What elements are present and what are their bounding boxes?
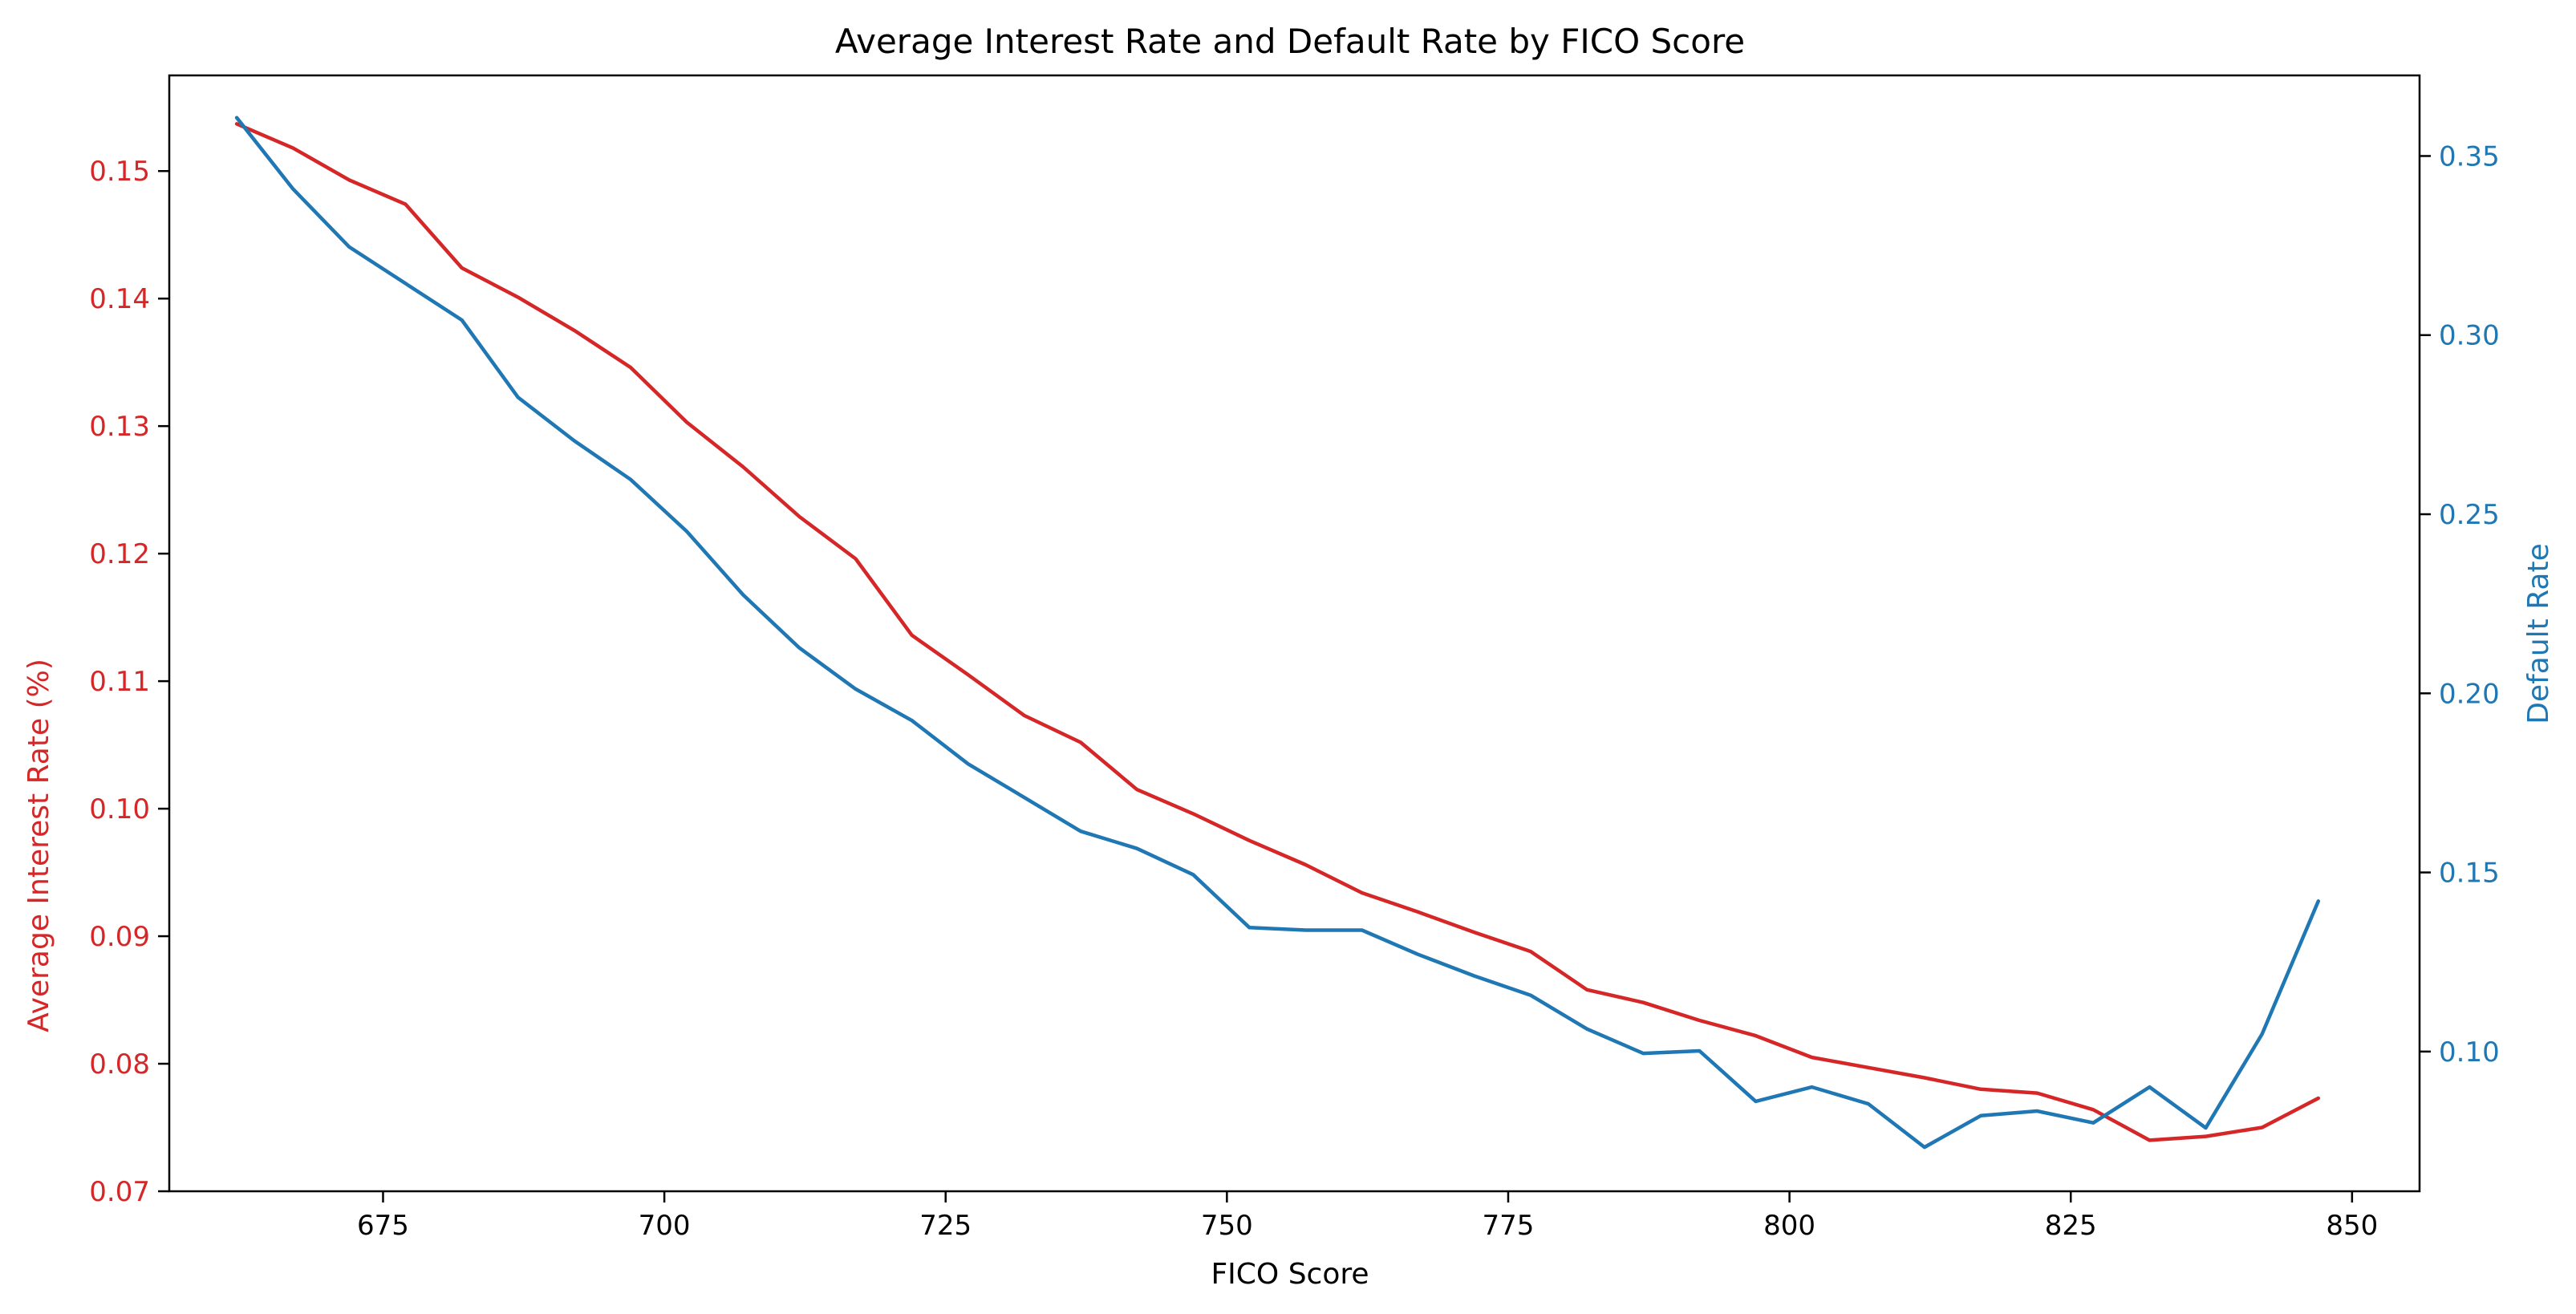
left-y-tick-label: 0.15 — [89, 156, 150, 188]
interest-rate-line — [234, 122, 2321, 1142]
x-tick-label: 825 — [2045, 1210, 2097, 1242]
left-y-tick-label: 0.10 — [89, 793, 150, 825]
left-y-tick-label: 0.09 — [89, 921, 150, 953]
default-rate-line — [234, 116, 2321, 1150]
left-y-axis-ticks: 0.07 0.08 0.09 0.10 0.11 0.12 0.13 0.14 0.15 — [89, 156, 169, 1208]
right-y-tick-label: 0.15 — [2439, 858, 2500, 890]
x-tick-label: 750 — [1201, 1210, 1253, 1242]
x-axis-ticks: 675 700 725 750 775 800 825 850 — [357, 1191, 2378, 1242]
left-y-tick-label: 0.12 — [89, 538, 150, 570]
x-tick-label: 800 — [1763, 1210, 1815, 1242]
right-y-tick-label: 0.10 — [2439, 1036, 2500, 1069]
plot-area-border — [168, 74, 2421, 1193]
x-tick-label: 850 — [2326, 1210, 2378, 1242]
x-tick-label: 675 — [357, 1210, 409, 1242]
right-y-tick-label: 0.35 — [2439, 140, 2500, 172]
left-y-tick-label: 0.14 — [89, 283, 150, 315]
left-y-tick-label: 0.08 — [89, 1048, 150, 1081]
left-y-tick-label: 0.07 — [89, 1176, 150, 1208]
right-y-axis-label: Default Rate — [2522, 543, 2555, 724]
series-layer — [234, 116, 2321, 1150]
left-y-tick-label: 0.13 — [89, 411, 150, 443]
right-y-axis-ticks: 0.10 0.15 0.20 0.25 0.30 0.35 — [2420, 140, 2500, 1069]
right-y-tick-label: 0.20 — [2439, 678, 2500, 710]
x-tick-label: 775 — [1483, 1210, 1535, 1242]
right-y-tick-label: 0.25 — [2439, 499, 2500, 531]
plot-frame — [168, 74, 2421, 1193]
x-axis-label: FICO Score — [1211, 1258, 1369, 1291]
x-tick-label: 725 — [919, 1210, 972, 1242]
chart-title: Average Interest Rate and Default Rate b… — [835, 22, 1745, 61]
left-y-axis-label: Average Interest Rate (%) — [22, 659, 55, 1032]
left-y-tick-label: 0.11 — [89, 666, 150, 698]
x-tick-label: 700 — [639, 1210, 691, 1242]
right-y-tick-label: 0.30 — [2439, 320, 2500, 352]
